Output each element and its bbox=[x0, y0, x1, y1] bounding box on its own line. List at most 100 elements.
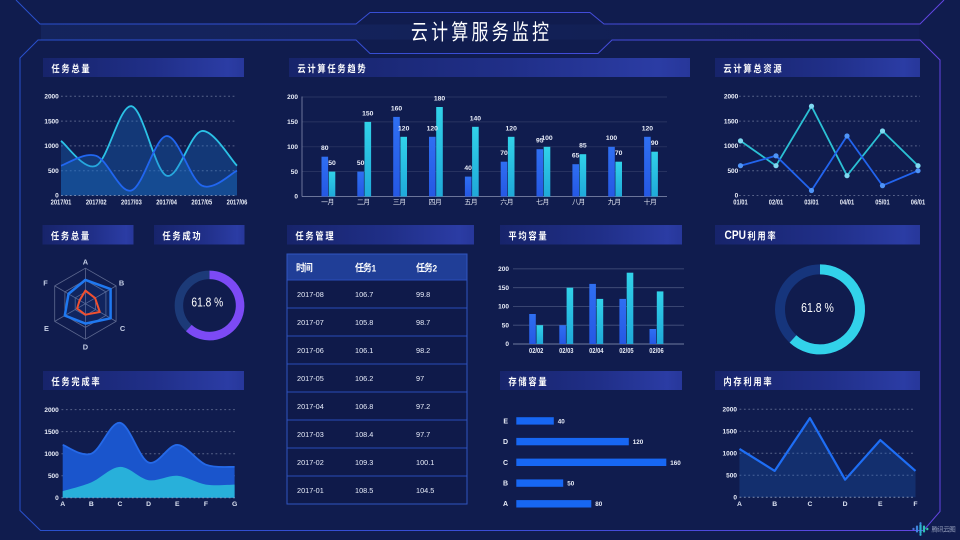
svg-text:E: E bbox=[878, 501, 883, 508]
svg-text:0: 0 bbox=[294, 194, 298, 201]
svg-text:04/01: 04/01 bbox=[840, 199, 855, 207]
svg-text:2017-03: 2017-03 bbox=[297, 430, 324, 439]
svg-text:CPU: CPU bbox=[725, 229, 746, 242]
svg-text:100: 100 bbox=[606, 135, 618, 142]
svg-text:1500: 1500 bbox=[724, 118, 739, 125]
svg-text:1000: 1000 bbox=[44, 451, 59, 458]
svg-text:90: 90 bbox=[651, 140, 659, 147]
svg-text:2017-04: 2017-04 bbox=[297, 402, 324, 411]
svg-text:0: 0 bbox=[733, 495, 737, 502]
svg-text:98.2: 98.2 bbox=[416, 346, 430, 355]
svg-text:E: E bbox=[503, 418, 508, 425]
svg-text:2017-02: 2017-02 bbox=[297, 458, 324, 467]
svg-text:140: 140 bbox=[470, 115, 482, 122]
svg-text:500: 500 bbox=[727, 168, 738, 175]
svg-text:05/01: 05/01 bbox=[875, 199, 890, 207]
svg-text:200: 200 bbox=[287, 94, 298, 101]
svg-text:2017-08: 2017-08 bbox=[297, 290, 324, 299]
svg-text:0: 0 bbox=[55, 193, 59, 200]
svg-text:106.8: 106.8 bbox=[355, 402, 373, 411]
svg-text:108.5: 108.5 bbox=[355, 486, 373, 495]
svg-text:120: 120 bbox=[506, 125, 518, 132]
svg-text:1500: 1500 bbox=[44, 429, 59, 436]
svg-text:120: 120 bbox=[398, 125, 410, 132]
svg-text:1: 1 bbox=[372, 263, 377, 274]
svg-text:02/02: 02/02 bbox=[529, 347, 544, 355]
svg-text:80: 80 bbox=[321, 145, 329, 152]
svg-text:106.2: 106.2 bbox=[355, 374, 373, 383]
svg-text:95: 95 bbox=[536, 138, 544, 145]
svg-text:03/01: 03/01 bbox=[804, 199, 819, 207]
svg-text:06/01: 06/01 bbox=[911, 199, 926, 207]
svg-text:1000: 1000 bbox=[44, 143, 59, 150]
svg-text:2017-06: 2017-06 bbox=[297, 346, 324, 355]
svg-text:02/05: 02/05 bbox=[619, 347, 634, 355]
svg-text:D: D bbox=[146, 501, 151, 508]
svg-text:E: E bbox=[175, 501, 180, 508]
svg-text:70: 70 bbox=[615, 150, 623, 157]
svg-text:40: 40 bbox=[558, 418, 566, 425]
svg-text:02/06: 02/06 bbox=[649, 347, 664, 355]
svg-text:D: D bbox=[83, 342, 89, 351]
svg-text:500: 500 bbox=[48, 168, 59, 175]
svg-text:2000: 2000 bbox=[724, 94, 739, 101]
svg-text:2017/06: 2017/06 bbox=[227, 199, 248, 207]
svg-text:80: 80 bbox=[595, 501, 603, 508]
svg-text:50: 50 bbox=[328, 160, 336, 167]
svg-text:61.8 %: 61.8 % bbox=[801, 302, 834, 315]
svg-text:100: 100 bbox=[541, 135, 553, 142]
svg-text:C: C bbox=[503, 460, 508, 467]
svg-text:B: B bbox=[772, 501, 777, 508]
svg-text:200: 200 bbox=[498, 266, 509, 273]
svg-text:2017-07: 2017-07 bbox=[297, 318, 324, 327]
svg-text:65: 65 bbox=[572, 153, 580, 160]
svg-text:50: 50 bbox=[502, 322, 510, 329]
svg-text:2017-05: 2017-05 bbox=[297, 374, 324, 383]
svg-text:106.7: 106.7 bbox=[355, 290, 373, 299]
svg-text:100: 100 bbox=[287, 144, 298, 151]
svg-text:40: 40 bbox=[464, 165, 472, 172]
svg-text:150: 150 bbox=[287, 119, 298, 126]
svg-text:02/03: 02/03 bbox=[559, 347, 574, 355]
svg-text:100.1: 100.1 bbox=[416, 458, 434, 467]
svg-text:2017/02: 2017/02 bbox=[86, 199, 107, 207]
svg-text:1000: 1000 bbox=[723, 451, 738, 458]
svg-text:1500: 1500 bbox=[723, 429, 738, 436]
svg-text:G: G bbox=[232, 501, 237, 508]
svg-text:50: 50 bbox=[291, 169, 299, 176]
svg-text:85: 85 bbox=[579, 143, 587, 150]
svg-text:2017/04: 2017/04 bbox=[156, 199, 177, 207]
svg-text:2017/05: 2017/05 bbox=[191, 199, 212, 207]
svg-text:02/04: 02/04 bbox=[589, 347, 604, 355]
svg-text:180: 180 bbox=[434, 96, 446, 103]
svg-text:61.8 %: 61.8 % bbox=[191, 297, 223, 310]
svg-text:0: 0 bbox=[735, 193, 739, 200]
svg-text:106.1: 106.1 bbox=[355, 346, 373, 355]
svg-text:F: F bbox=[913, 501, 917, 508]
svg-text:A: A bbox=[737, 501, 742, 508]
svg-text:0: 0 bbox=[55, 495, 59, 502]
svg-text:2000: 2000 bbox=[723, 407, 738, 414]
svg-text:2017/03: 2017/03 bbox=[121, 199, 142, 207]
svg-text:2017/01: 2017/01 bbox=[51, 199, 72, 207]
svg-text:D: D bbox=[503, 439, 508, 446]
svg-text:C: C bbox=[807, 501, 812, 508]
svg-text:2000: 2000 bbox=[44, 407, 59, 414]
svg-text:120: 120 bbox=[633, 439, 644, 446]
svg-text:F: F bbox=[43, 278, 48, 287]
svg-text:108.4: 108.4 bbox=[355, 430, 373, 439]
svg-text:160: 160 bbox=[391, 105, 403, 112]
svg-text:B: B bbox=[119, 278, 124, 287]
svg-text:150: 150 bbox=[362, 110, 374, 117]
svg-text:B: B bbox=[503, 481, 508, 488]
svg-text:2: 2 bbox=[433, 263, 438, 274]
svg-text:97.2: 97.2 bbox=[416, 402, 430, 411]
svg-text:A: A bbox=[503, 501, 508, 508]
svg-text:1500: 1500 bbox=[44, 118, 59, 125]
svg-text:105.8: 105.8 bbox=[355, 318, 373, 327]
svg-text:150: 150 bbox=[498, 285, 509, 292]
svg-text:100: 100 bbox=[498, 304, 509, 311]
svg-text:0: 0 bbox=[505, 341, 509, 348]
svg-text:160: 160 bbox=[670, 460, 681, 467]
svg-text:D: D bbox=[843, 501, 848, 508]
